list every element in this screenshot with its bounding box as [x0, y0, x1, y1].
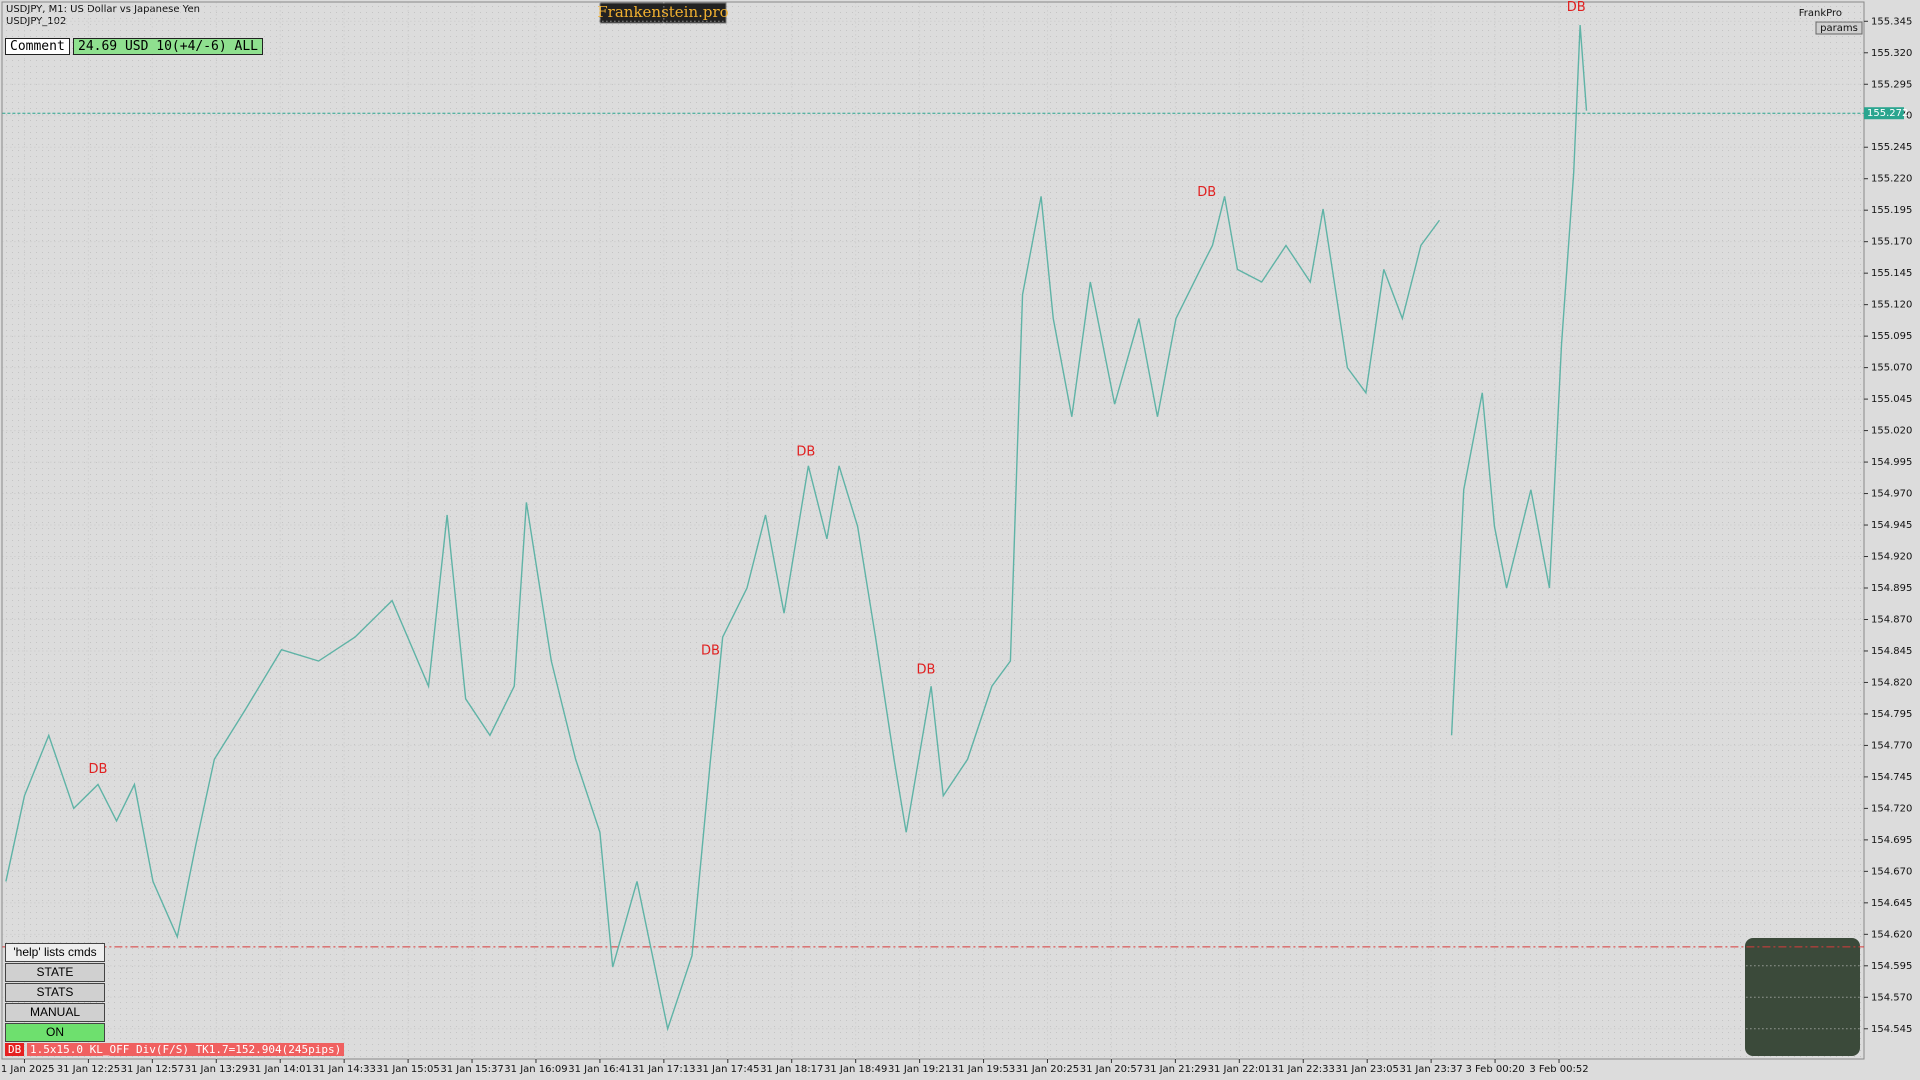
status-tag: DB [5, 1043, 25, 1056]
price-tag [1864, 107, 1904, 120]
x-tick-label: 31 Jan 22:01 [1208, 1064, 1271, 1075]
y-tick-label: 154.945 [1871, 520, 1912, 531]
x-tick-label: 31 Jan 12:25 [57, 1064, 120, 1075]
on-button[interactable]: ON [5, 1023, 105, 1042]
x-tick-label: 31 Jan 19:21 [888, 1064, 951, 1075]
y-tick-label: 155.295 [1871, 79, 1912, 90]
y-tick-label: 154.720 [1871, 803, 1912, 814]
x-tick-label: 31 Jan 18:49 [824, 1064, 887, 1075]
y-tick-label: 154.595 [1871, 961, 1912, 972]
y-tick-label: 155.345 [1871, 16, 1912, 27]
x-tick-label: 31 Jan 16:41 [568, 1064, 631, 1075]
x-tick-label: 31 Jan 16:09 [504, 1064, 567, 1075]
x-tick-label: 31 Jan 14:01 [249, 1064, 312, 1075]
brand: Frankenstein.pro [597, 3, 728, 21]
pattern-label: DB [1197, 185, 1216, 200]
y-tick-label: 155.195 [1871, 205, 1912, 216]
y-tick-label: 155.120 [1871, 300, 1912, 311]
y-tick-label: 155.220 [1871, 174, 1912, 185]
state-button[interactable]: STATE [5, 963, 105, 982]
x-tick-label: 31 Jan 21:29 [1144, 1064, 1207, 1075]
comment-label: Comment [5, 38, 70, 55]
y-tick-label: 154.645 [1871, 898, 1912, 909]
x-tick-label: 31 Jan 20:57 [1080, 1064, 1143, 1075]
status-text: 1.5x15.0 KL_OFF Div(F/S) TK1.7=152.904(2… [27, 1043, 345, 1056]
y-tick-label: 154.620 [1871, 929, 1912, 940]
y-tick-label: 155.070 [1871, 363, 1912, 374]
y-tick-label: 154.995 [1871, 457, 1912, 468]
x-tick-label: 31 Jan 20:25 [1016, 1064, 1079, 1075]
y-tick-label: 154.920 [1871, 552, 1912, 563]
pattern-label: DB [796, 444, 815, 459]
price-line-series [1450, 25, 1588, 736]
plot-area [1, 1, 1865, 1060]
brand-box [599, 2, 727, 24]
x-tick-label: 31 Jan 23:37 [1399, 1064, 1462, 1075]
y-tick-label: 155.095 [1871, 331, 1912, 342]
pattern-label: DB [89, 762, 108, 777]
y-tick-label: 155.245 [1871, 142, 1912, 153]
x-tick-label: 3 Feb 00:52 [1529, 1064, 1588, 1075]
y-tick-label: 154.870 [1871, 614, 1912, 625]
x-tick-label: 31 Jan 15:05 [376, 1064, 439, 1075]
y-tick-label: 154.670 [1871, 866, 1912, 877]
x-tick-label: 31 Jan 22:33 [1272, 1064, 1335, 1075]
pattern-label: DB [701, 643, 720, 658]
x-tick-label: 3 Feb 00:20 [1465, 1064, 1524, 1075]
help-button[interactable]: 'help' lists cmds [5, 943, 105, 962]
y-tick-label: 155.320 [1871, 48, 1912, 59]
price-tag-label: 155.272 [1867, 108, 1908, 119]
y-tick-label: 155.020 [1871, 426, 1912, 437]
y-tick-label: 154.745 [1871, 772, 1912, 783]
pattern-label: DB [917, 662, 936, 677]
comment-value: 24.69 USD 10(+4/-6) ALL [73, 38, 264, 55]
chart-subtitle: USDJPY_102 [6, 16, 66, 27]
manual-button[interactable]: MANUAL [5, 1003, 105, 1022]
y-tick-label: 154.545 [1871, 1024, 1912, 1035]
y-tick-label: 155.045 [1871, 394, 1912, 405]
x-tick-label: 31 Jan 18:17 [760, 1064, 823, 1075]
x-tick-label: 31 Jan 19:53 [952, 1064, 1015, 1075]
y-tick-label: 154.970 [1871, 489, 1912, 500]
y-tick-label: 154.570 [1871, 992, 1912, 1003]
y-tick-label: 155.170 [1871, 237, 1912, 248]
y-tick-label: 154.820 [1871, 677, 1912, 688]
pattern-label: DB [1567, 0, 1586, 15]
x-tick-label: 31 Jan 14:33 [312, 1064, 375, 1075]
y-tick-label: 154.770 [1871, 740, 1912, 751]
params[interactable]: params [1820, 23, 1858, 34]
chart-title: USDJPY, M1: US Dollar vs Japanese Yen [6, 4, 200, 15]
price-line-series [5, 196, 1441, 1032]
x-tick-label: 31 Jan 17:45 [696, 1064, 759, 1075]
y-tick-label: 154.795 [1871, 709, 1912, 720]
params-box[interactable] [1815, 21, 1863, 35]
y-tick-label: 154.695 [1871, 835, 1912, 846]
x-tick-label: 31 Jan 12:57 [121, 1064, 184, 1075]
y-tick-label: 154.895 [1871, 583, 1912, 594]
profile: FrankPro [1799, 8, 1842, 19]
x-tick-label: 31 Jan 15:37 [440, 1064, 503, 1075]
x-tick-label: 31 Jan 2025 [0, 1064, 54, 1075]
y-tick-label: 154.845 [1871, 646, 1912, 657]
x-tick-label: 31 Jan 13:29 [185, 1064, 248, 1075]
x-tick-label: 31 Jan 23:05 [1336, 1064, 1399, 1075]
stats-button[interactable]: STATS [5, 983, 105, 1002]
y-tick-label: 155.145 [1871, 268, 1912, 279]
x-tick-label: 31 Jan 17:13 [632, 1064, 695, 1075]
